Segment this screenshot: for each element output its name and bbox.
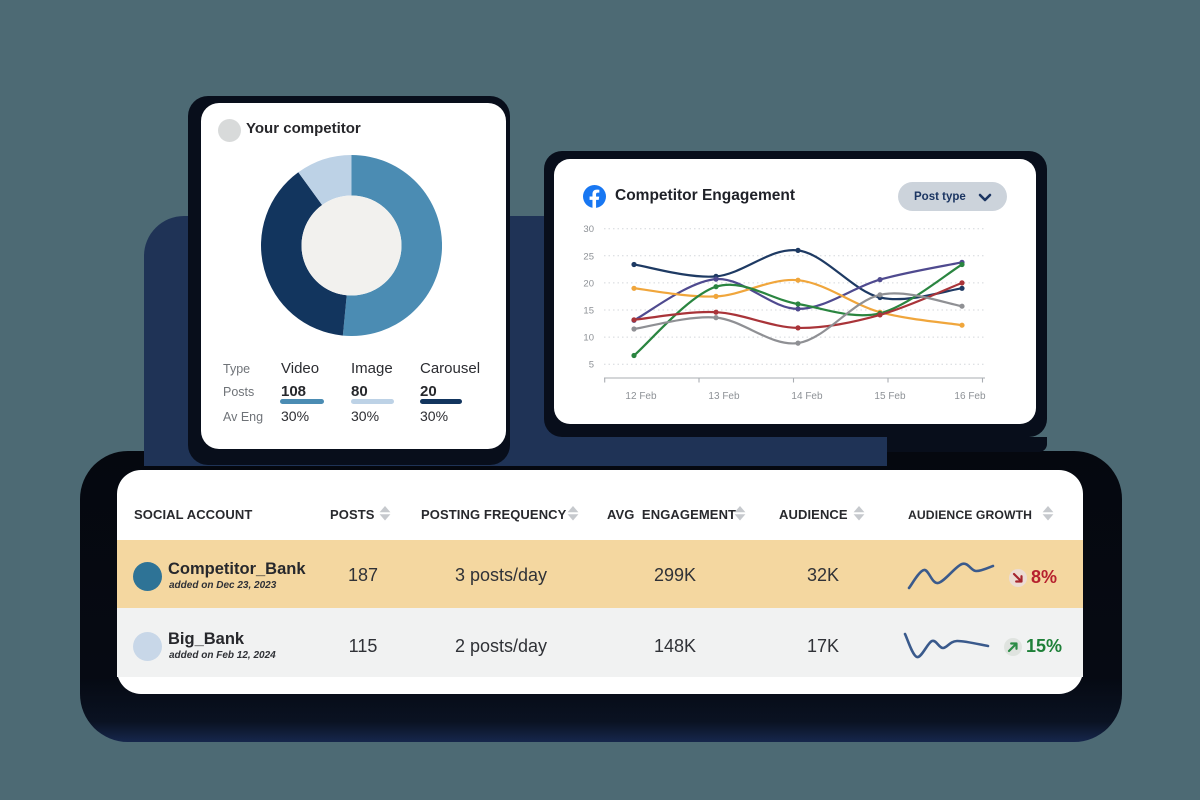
svg-text:20: 20 — [583, 278, 594, 289]
svg-text:10: 10 — [583, 333, 594, 344]
svg-text:13 Feb: 13 Feb — [708, 391, 740, 402]
svg-text:15: 15 — [583, 306, 594, 317]
svg-text:5: 5 — [589, 360, 594, 371]
svg-text:14 Feb: 14 Feb — [791, 391, 823, 402]
svg-text:25: 25 — [583, 251, 594, 262]
svg-text:15 Feb: 15 Feb — [874, 391, 906, 402]
svg-text:12 Feb: 12 Feb — [625, 391, 657, 402]
svg-text:30: 30 — [583, 224, 594, 235]
svg-text:16 Feb: 16 Feb — [954, 391, 986, 402]
